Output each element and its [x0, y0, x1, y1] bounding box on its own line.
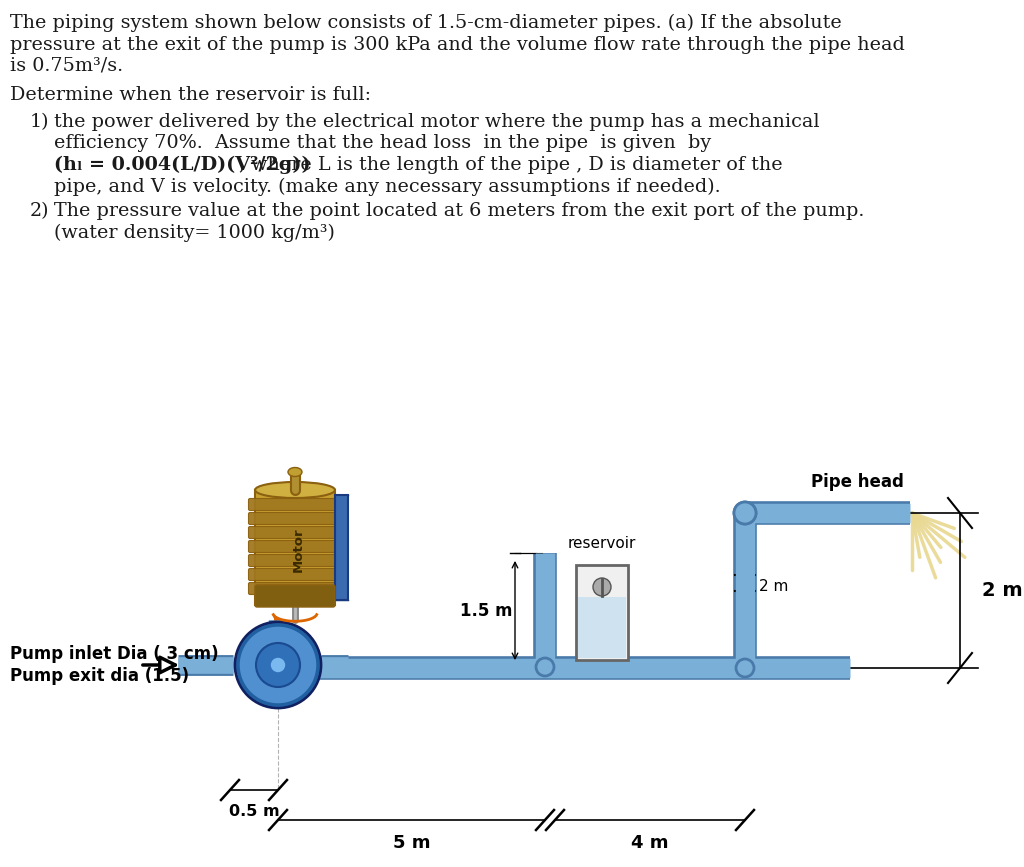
FancyBboxPatch shape [249, 583, 341, 595]
Circle shape [734, 502, 756, 524]
Text: The piping system shown below consists of 1.5-cm-diameter pipes. (a) If the abso: The piping system shown below consists o… [10, 14, 842, 32]
Text: Pipe head: Pipe head [811, 473, 904, 491]
Circle shape [238, 625, 318, 705]
Bar [575, 565, 628, 660]
Text: , where L is the length of the pipe , D is diameter of the: , where L is the length of the pipe , D … [239, 156, 782, 174]
Text: (water density= 1000 kg/m³): (water density= 1000 kg/m³) [54, 224, 335, 242]
Circle shape [256, 643, 300, 687]
Text: 2): 2) [30, 202, 49, 220]
Text: 1): 1) [30, 113, 49, 131]
Text: 4 m: 4 m [631, 834, 669, 852]
Text: 0.5 m: 0.5 m [228, 804, 280, 819]
Text: (hₗ = 0.004(L/D)(V²/2g)): (hₗ = 0.004(L/D)(V²/2g)) [54, 156, 310, 174]
Bar [335, 495, 348, 600]
Text: Pump exit dia (1.5): Pump exit dia (1.5) [10, 667, 189, 685]
Circle shape [270, 658, 286, 672]
Text: reservoir: reservoir [568, 536, 636, 551]
FancyBboxPatch shape [249, 569, 341, 581]
Text: pressure at the exit of the pump is 300 kPa and the volume flow rate through the: pressure at the exit of the pump is 300 … [10, 36, 905, 54]
FancyBboxPatch shape [249, 540, 341, 552]
Text: pipe, and V is velocity. (make any necessary assumptions if needed).: pipe, and V is velocity. (make any neces… [54, 178, 721, 196]
Text: The pressure value at the point located at 6 meters from the exit port of the pu: The pressure value at the point located … [54, 202, 864, 220]
Text: is 0.75m³/s.: is 0.75m³/s. [10, 57, 123, 75]
FancyBboxPatch shape [249, 555, 341, 566]
FancyBboxPatch shape [255, 585, 335, 607]
Text: Determine when the reservoir is full:: Determine when the reservoir is full: [10, 87, 371, 105]
Circle shape [736, 659, 754, 677]
Text: 5 m: 5 m [393, 834, 430, 852]
Text: 1.5 m: 1.5 m [460, 602, 512, 620]
FancyBboxPatch shape [249, 512, 341, 525]
Circle shape [536, 658, 554, 676]
Ellipse shape [288, 467, 302, 477]
Circle shape [593, 578, 611, 596]
FancyBboxPatch shape [249, 526, 341, 538]
FancyBboxPatch shape [249, 499, 341, 511]
Bar [255, 490, 335, 605]
Ellipse shape [255, 482, 335, 498]
Bar [578, 597, 626, 658]
Text: 2 m: 2 m [982, 581, 1023, 600]
Circle shape [234, 622, 321, 708]
Circle shape [734, 502, 756, 524]
Text: the power delivered by the electrical motor where the pump has a mechanical: the power delivered by the electrical mo… [54, 113, 819, 131]
Text: Motor: Motor [292, 527, 304, 572]
Text: Pump inlet Dia ( 3 cm): Pump inlet Dia ( 3 cm) [10, 645, 219, 663]
Text: 2 m: 2 m [759, 579, 788, 594]
Text: efficiency 70%.  Assume that the head loss  in the pipe  is given  by: efficiency 70%. Assume that the head los… [54, 134, 711, 153]
